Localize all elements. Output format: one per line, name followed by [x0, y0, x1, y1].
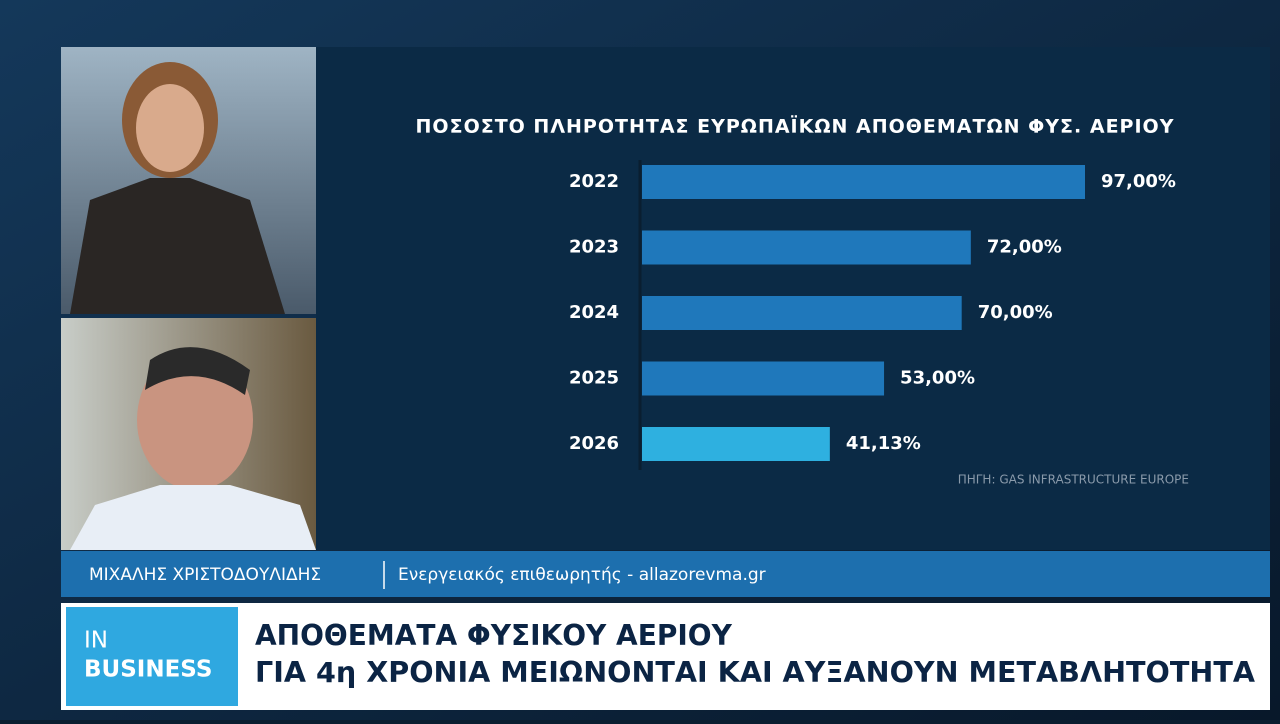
logo-box	[66, 607, 238, 706]
chart-title: ΠΟΣΟΣΤΟ ΠΛΗΡΟΤΗΤΑΣ ΕΥΡΩΠΑΪΚΩΝ ΑΠΟΘΕΜΑΤΩΝ…	[416, 114, 1175, 138]
value-label: 70,00%	[978, 302, 1053, 323]
category-label: 2022	[569, 171, 619, 192]
guest-hair	[145, 347, 250, 395]
value-label: 97,00%	[1101, 171, 1176, 192]
guest-role: Ενεργειακός επιθεωρητής - allazorevma.gr	[398, 565, 766, 585]
value-label: 72,00%	[987, 237, 1062, 258]
headline-line1: ΑΠΟΘΕΜΑΤΑ ΦΥΣΙΚΟΥ ΑΕΡΙΟΥ	[255, 619, 733, 652]
category-label: 2023	[569, 237, 619, 258]
bars: 2022 97,00% 2023 72,00% 2024 70,00% 2025 53,00%…	[569, 165, 1176, 461]
guest-face	[137, 350, 253, 490]
bar	[642, 296, 962, 330]
name-strap	[61, 551, 1270, 597]
logo-line1: IN	[84, 628, 108, 654]
source: ΠΗΓΗ: GAS INFRASTRUCTURE EUROPE	[958, 473, 1189, 487]
bar	[642, 427, 830, 461]
logo-line2: BUSINESS	[84, 657, 212, 683]
anchor-face	[136, 84, 204, 172]
headline-bar	[61, 603, 1270, 710]
bar	[642, 165, 1085, 199]
headline-line2: ΓΙΑ 4η ΧΡΟΝΙΑ ΜΕΙΩΝΟΝΤΑΙ ΚΑΙ ΑΥΞΑΝΟΥΝ ΜΕ…	[255, 656, 1255, 689]
category-label: 2025	[569, 368, 619, 389]
bar	[642, 361, 885, 396]
anchor-body	[70, 178, 285, 314]
guest-body	[70, 485, 316, 550]
category-label: 2024	[569, 302, 619, 323]
value-label: 41,13%	[846, 433, 921, 454]
bar	[642, 230, 971, 265]
value-label: 53,00%	[900, 368, 975, 389]
category-label: 2026	[569, 433, 619, 454]
guest-name: ΜΙΧΑΛΗΣ ΧΡΙΣΤΟΔΟΥΛΙΔΗΣ	[89, 565, 321, 585]
